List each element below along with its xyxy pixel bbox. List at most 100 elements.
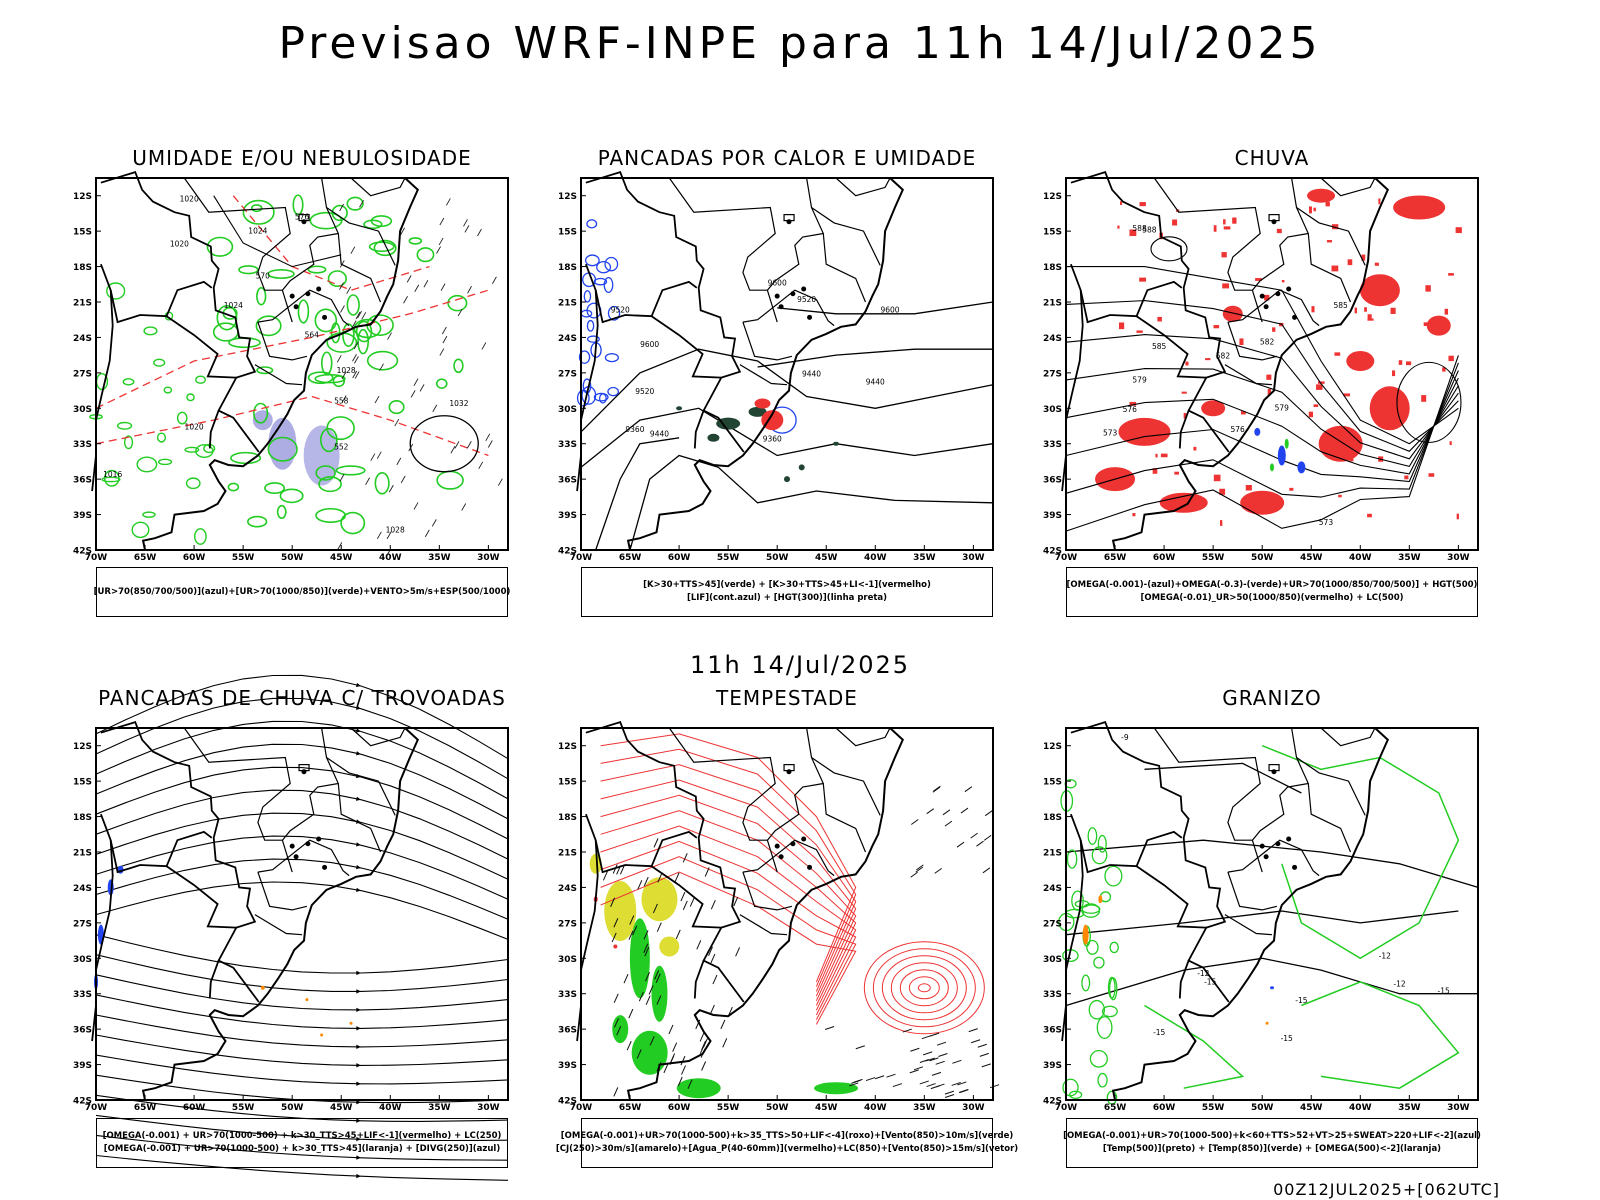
wind-vector (438, 237, 444, 246)
lat-label: 24S (73, 334, 92, 344)
state-border (766, 177, 825, 291)
country-border (1070, 263, 1183, 324)
lon-label: 30W (477, 553, 500, 563)
humidity-contour (340, 511, 366, 535)
streamline-red (600, 825, 857, 1011)
lake-outline (783, 764, 795, 772)
streamline (95, 1134, 509, 1161)
base-map (91, 720, 420, 1101)
hgt-contour (580, 348, 994, 433)
temp850-contour (1086, 939, 1099, 955)
lat-label: 30S (558, 405, 577, 415)
jet-area (604, 881, 637, 942)
humidity-contour (292, 194, 304, 216)
state-border (1224, 914, 1273, 936)
temp850-contour (1301, 981, 1460, 1089)
rain-speck (1392, 370, 1396, 377)
lat-label: 21S (1043, 299, 1062, 309)
lon-label: 60W (183, 1103, 206, 1113)
lat-label: 39S (73, 511, 92, 521)
lon-label: 55W (1202, 1103, 1225, 1113)
water-vapor-area (613, 944, 618, 949)
wind-vectors (336, 198, 503, 557)
temp850-contours (1058, 745, 1460, 1105)
state-border (742, 321, 793, 361)
reservoir-marker (774, 293, 780, 299)
lon-label: 30W (1447, 1103, 1470, 1113)
contour-label: -15 (1153, 1028, 1165, 1037)
streamline-arrow (356, 1026, 361, 1031)
lat-label: 18S (1043, 813, 1062, 823)
wind-vector (613, 993, 619, 1004)
lif-contour (598, 393, 607, 404)
wind-vector (936, 1041, 947, 1046)
rain-speck (1221, 252, 1227, 258)
lon-label: 65W (619, 553, 642, 563)
wind-vector (439, 348, 445, 356)
wind-vector (656, 995, 662, 1005)
wind-vector (865, 1077, 876, 1082)
rain-speck (1313, 207, 1316, 212)
coastline (1111, 177, 1390, 551)
lat-label: 12S (1043, 742, 1062, 752)
wind-vector (984, 810, 993, 817)
rain-speck (1185, 361, 1189, 366)
humidity-contour (335, 465, 366, 476)
wind-vector (408, 443, 414, 452)
wind-vector (682, 853, 688, 863)
wind-vector (654, 970, 660, 980)
wind-vector (930, 1085, 941, 1090)
streamline-red (600, 794, 857, 1002)
contour-label: 9520 (635, 387, 654, 396)
lat-label: 24S (1043, 334, 1062, 344)
rain-area (1201, 400, 1226, 417)
lif-contour (586, 219, 598, 229)
hgt-contour (629, 454, 994, 551)
contour-label: 582 (1216, 352, 1231, 361)
streamline (95, 1154, 509, 1181)
rain-speck (1423, 322, 1429, 327)
wind-vector (989, 1084, 1000, 1089)
lat-label: 42S (558, 1097, 577, 1107)
streamline-red (600, 871, 857, 1025)
rain-area (1307, 188, 1336, 203)
k-tts-orange (305, 998, 309, 1002)
map-granizo: -9-12-12-15-15-12-15-15-1512S15S18S21S24… (1043, 720, 1479, 1113)
wind-vector (982, 867, 991, 874)
country-border (1136, 865, 1207, 929)
legend-line: [UR>70(850/700/500)](azul)+[UR>70(1000/8… (93, 586, 511, 597)
streamline (95, 1054, 509, 1085)
rain-speck (1398, 360, 1403, 365)
state-border (822, 233, 867, 303)
state-border (1227, 321, 1278, 361)
wind-vector (957, 1081, 967, 1086)
temp850-contour (1144, 1004, 1245, 1089)
wind-vector (370, 453, 376, 461)
streamline (95, 858, 509, 920)
rain-speck (1181, 391, 1187, 394)
state-border (1227, 289, 1320, 327)
wind-vector (952, 1059, 962, 1064)
humidity-contour (185, 477, 201, 490)
wind-vector (929, 1032, 940, 1037)
humidity-contour (176, 411, 188, 425)
temp500-contour (1065, 839, 1479, 889)
lon-label: 65W (1104, 553, 1127, 563)
state-border (254, 364, 303, 386)
lat-label: 36S (558, 1026, 577, 1036)
humidity-contour (253, 402, 269, 424)
reservoir-marker (322, 864, 328, 870)
rain-speck (1271, 504, 1278, 509)
rain-speck (1245, 485, 1252, 491)
lon-label: 70W (570, 553, 593, 563)
reservoir-marker (1263, 854, 1269, 860)
wind-850-area (814, 1082, 859, 1095)
contour-label: 570 (256, 271, 271, 280)
k-tts-area (716, 417, 741, 430)
streamline-arrow (356, 1173, 361, 1179)
wind-vector (926, 808, 935, 815)
lat-label: 33S (558, 990, 577, 1000)
reservoir-marker (1271, 219, 1277, 225)
streamline-arrow (356, 1136, 361, 1142)
legend-tempestade: [OMEGA(-0.001)+UR>70(1000-500)+k>35_TTS>… (556, 1118, 1018, 1168)
